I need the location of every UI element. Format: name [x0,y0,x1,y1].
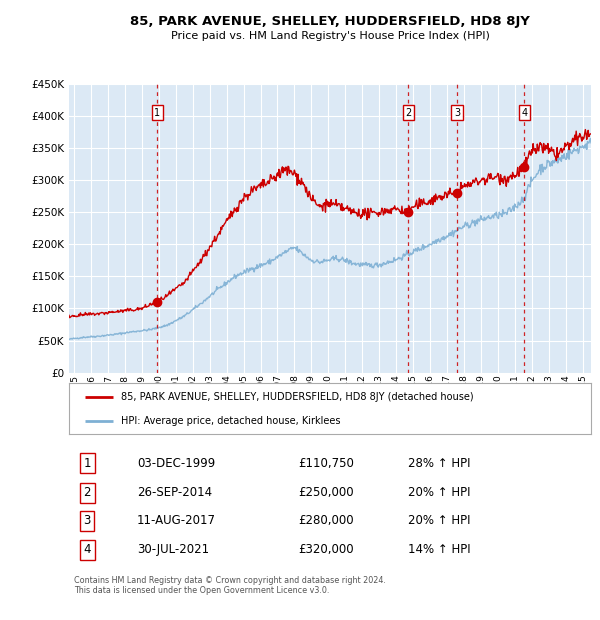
Text: £320,000: £320,000 [299,543,355,556]
Text: 1: 1 [154,108,161,118]
Text: 20% ↑ HPI: 20% ↑ HPI [409,486,471,499]
Text: Price paid vs. HM Land Registry's House Price Index (HPI): Price paid vs. HM Land Registry's House … [170,31,490,41]
Text: Contains HM Land Registry data © Crown copyright and database right 2024.
This d: Contains HM Land Registry data © Crown c… [74,575,386,595]
Text: 20% ↑ HPI: 20% ↑ HPI [409,514,471,527]
Text: 4: 4 [83,543,91,556]
Text: £250,000: £250,000 [299,486,355,499]
Text: £280,000: £280,000 [299,514,355,527]
Text: 4: 4 [521,108,527,118]
Text: £110,750: £110,750 [299,457,355,470]
Text: 2: 2 [406,108,412,118]
Text: 2: 2 [83,486,91,499]
Text: 14% ↑ HPI: 14% ↑ HPI [409,543,471,556]
Text: 1: 1 [83,457,91,470]
Text: HPI: Average price, detached house, Kirklees: HPI: Average price, detached house, Kirk… [121,416,341,426]
Text: 85, PARK AVENUE, SHELLEY, HUDDERSFIELD, HD8 8JY: 85, PARK AVENUE, SHELLEY, HUDDERSFIELD, … [130,16,530,29]
Text: 30-JUL-2021: 30-JUL-2021 [137,543,209,556]
Text: 3: 3 [83,514,91,527]
Text: 11-AUG-2017: 11-AUG-2017 [137,514,216,527]
Text: 03-DEC-1999: 03-DEC-1999 [137,457,215,470]
Text: 3: 3 [454,108,460,118]
Text: 85, PARK AVENUE, SHELLEY, HUDDERSFIELD, HD8 8JY (detached house): 85, PARK AVENUE, SHELLEY, HUDDERSFIELD, … [121,392,474,402]
Text: 28% ↑ HPI: 28% ↑ HPI [409,457,471,470]
Text: 26-SEP-2014: 26-SEP-2014 [137,486,212,499]
